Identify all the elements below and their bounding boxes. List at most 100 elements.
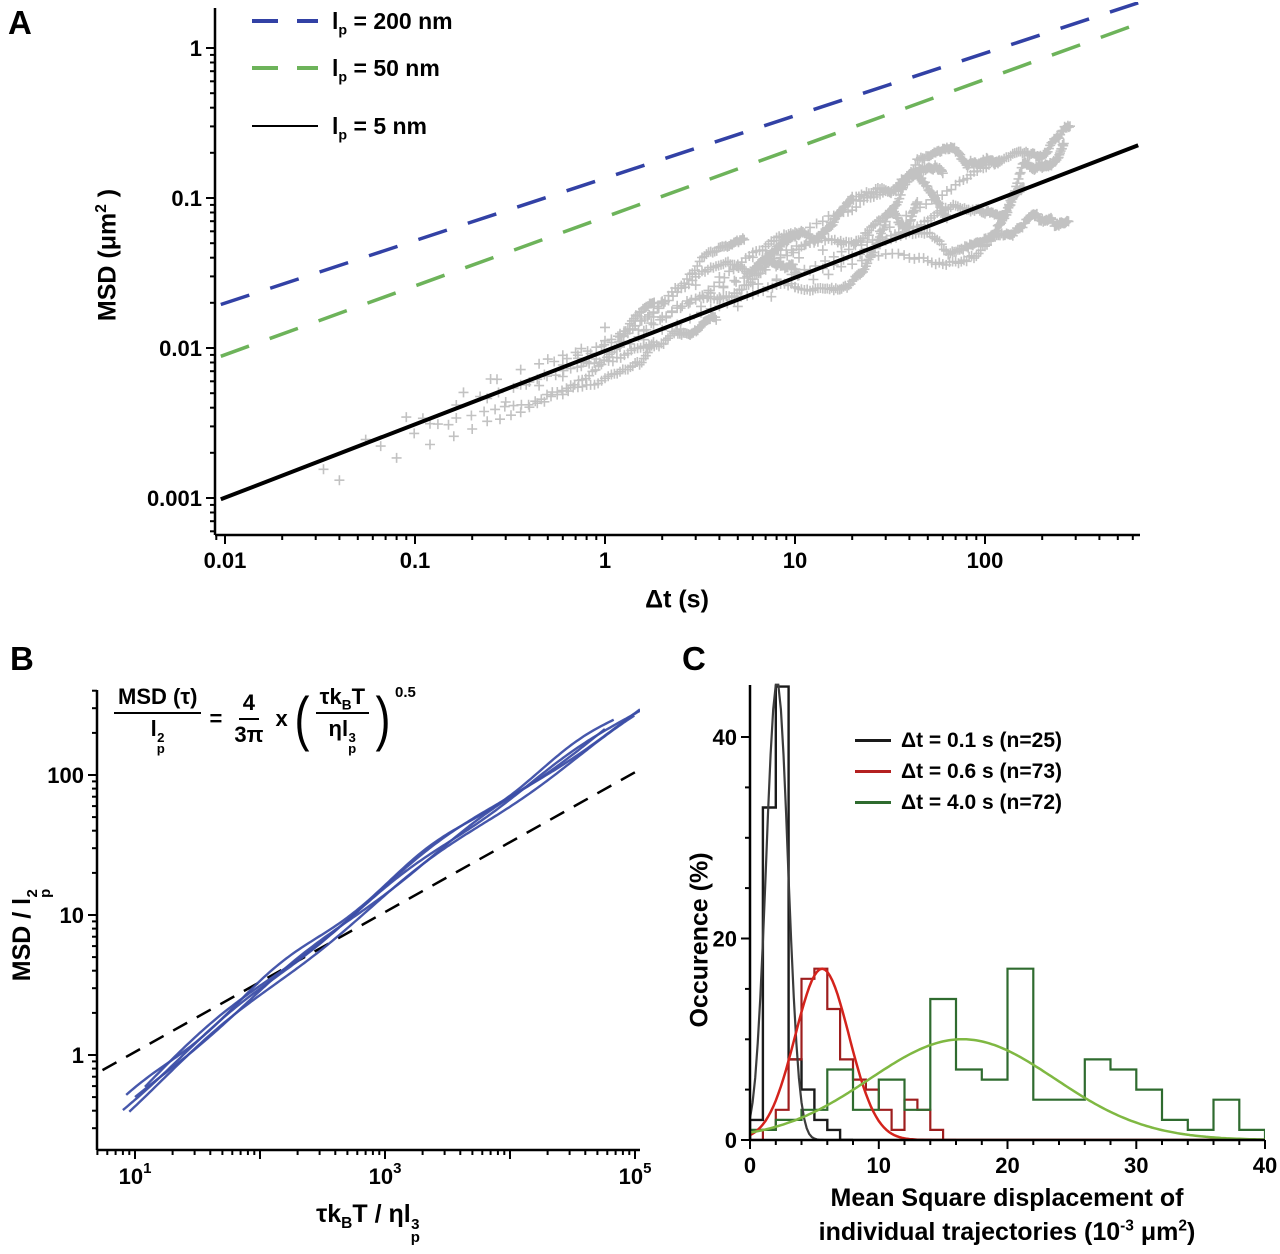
x-label-text: individual trajectories (10 — [818, 1217, 1121, 1246]
formula-sup: 2 — [157, 729, 165, 745]
legend-label-text: l — [332, 54, 339, 81]
gauss-dt-0.6s — [750, 967, 1265, 1140]
formula-exponent: 0.5 — [395, 684, 416, 701]
model-line-lp-5nm — [220, 143, 1139, 502]
rescaled-msd-curve-3 — [134, 708, 640, 1098]
x-label-text-mid: T / ηl — [352, 1199, 411, 1228]
panel-c-plot: 0 10 20 30 40 0 20 40 — [713, 683, 1277, 1178]
rescaled-msd-curve-4 — [144, 728, 606, 1088]
x-label-sub2: p — [410, 1228, 420, 1246]
formula-times: x — [275, 706, 288, 732]
formula-text-post: T — [351, 684, 366, 709]
legend-label-text: l — [332, 7, 339, 34]
x-tick-label: 0.1 — [400, 548, 431, 573]
gauss-dt-4.0s — [750, 1038, 1265, 1140]
y-tick-label: 10 — [60, 903, 84, 928]
legend-item-lp-200nm: lp = 200 nm — [252, 6, 453, 39]
panel-c-legend: Δt = 0.1 s (n=25) Δt = 0.6 s (n=73) Δt =… — [855, 728, 1062, 821]
x-label-sup: 3 — [411, 1215, 420, 1233]
formula-lhs-numerator: MSD (τ) — [114, 684, 202, 714]
legend-item-dt-4.0s: Δt = 4.0 s (n=72) — [855, 790, 1062, 815]
y-tick-label: 0.01 — [159, 336, 202, 361]
y-tick-label: 0 — [725, 1128, 737, 1153]
x-tick-label: 40 — [1253, 1153, 1277, 1178]
formula-coeff-numerator: 4 — [238, 690, 260, 721]
y-label-text-post: ) — [93, 188, 122, 205]
formula-sub: B — [341, 697, 352, 713]
legend-line-sample-lp-200nm — [252, 19, 318, 23]
formula-equals: = — [209, 706, 223, 732]
legend-line-sample-lp-50nm — [252, 66, 318, 70]
x-label-text-mid: μm — [1133, 1217, 1179, 1246]
y-label-text: MSD / l — [7, 897, 36, 982]
x-label-sup1: -3 — [1120, 1217, 1134, 1235]
legend-label: Δt = 4.0 s (n=72) — [901, 790, 1062, 814]
x-tick-label: 101 — [119, 1160, 152, 1189]
x-tick-label: 10 — [867, 1153, 891, 1178]
x-label-sub: B — [341, 1214, 353, 1232]
formula-inner-fraction: τkBT ηl 3 p — [315, 684, 370, 756]
x-label-text-post: ) — [1187, 1217, 1196, 1246]
axis-ticks — [88, 689, 636, 1159]
x-tick-label: 10 — [783, 548, 807, 573]
panel-b-data-area — [101, 708, 640, 1113]
legend-label-sub: p — [338, 22, 348, 39]
dashed-line-power-law-0.5 — [101, 768, 640, 1072]
x-tick-label: 1 — [599, 548, 611, 573]
legend-label-text-post: = 200 nm — [347, 7, 453, 34]
legend-line-sample-dt-4.0s — [855, 801, 891, 804]
legend-item-dt-0.6s: Δt = 0.6 s (n=73) — [855, 759, 1062, 784]
panel-a-x-axis-label: Δt (s) — [645, 585, 709, 614]
panel-c-y-axis-label: Occurence (%) — [685, 852, 714, 1028]
legend-line-sample-dt-0.1s — [855, 739, 891, 742]
legend-label: lp = 50 nm — [332, 54, 440, 86]
y-tick-label: 0.001 — [147, 486, 202, 511]
legend-line-sample-lp-5nm — [252, 125, 318, 127]
x-label-line2: individual trajectories (10-3 μm2) — [819, 1216, 1196, 1250]
x-tick-label: 105 — [619, 1160, 652, 1189]
formula-text: l — [150, 716, 157, 741]
y-tick-label: 1 — [190, 36, 202, 61]
formula-text: ηl — [328, 716, 349, 741]
legend-label-sub: p — [338, 69, 348, 86]
rescaled-msd-curve-1 — [128, 714, 635, 1113]
y-label-text: MSD (μm — [93, 212, 122, 322]
legend-item-dt-0.1s: Δt = 0.1 s (n=25) — [855, 728, 1062, 753]
x-label-sup2: 2 — [1178, 1217, 1188, 1235]
panel-b-letter: B — [10, 640, 34, 677]
y-tick-label: 0.1 — [171, 186, 202, 211]
panel-c-data-area — [750, 683, 1265, 1140]
panel-a-legend: lp = 200 nm lp = 50 nm lp = 5 nm — [252, 6, 453, 142]
legend-line-sample-dt-0.6s — [855, 770, 891, 773]
msd-trajectory-points-1 — [334, 337, 659, 486]
x-tick-label: 0 — [744, 1153, 756, 1178]
panel-a: 0.01 0.1 1 10 100 0.001 0.01 0.1 1 A MSD (μm2 ) … — [8, 2, 1140, 614]
x-label-text: τk — [316, 1199, 342, 1228]
hist-dt-4.0s — [750, 967, 1265, 1140]
panel-a-data-area — [220, 2, 1139, 502]
panel-c: 0 10 20 30 40 0 20 40 C Occurence (%) Mean Squa… — [660, 640, 1280, 1254]
y-tick-label: 40 — [713, 725, 737, 750]
formula-sub: p — [156, 741, 165, 757]
msd-trajectory-points-14 — [703, 120, 1075, 298]
hist-dt-0.1s — [750, 685, 853, 1140]
y-tick-label: 20 — [713, 927, 737, 952]
legend-label: lp = 200 nm — [332, 7, 453, 39]
msd-trajectory-points-13 — [675, 208, 1074, 335]
legend-label-text-post: = 5 nm — [347, 112, 428, 139]
x-tick-label: 30 — [1124, 1153, 1148, 1178]
y-tick-label: 100 — [47, 763, 84, 788]
legend-item-lp-50nm: lp = 50 nm — [252, 53, 453, 86]
legend-label-text: l — [332, 112, 339, 139]
y-tick-label: 1 — [72, 1043, 84, 1068]
